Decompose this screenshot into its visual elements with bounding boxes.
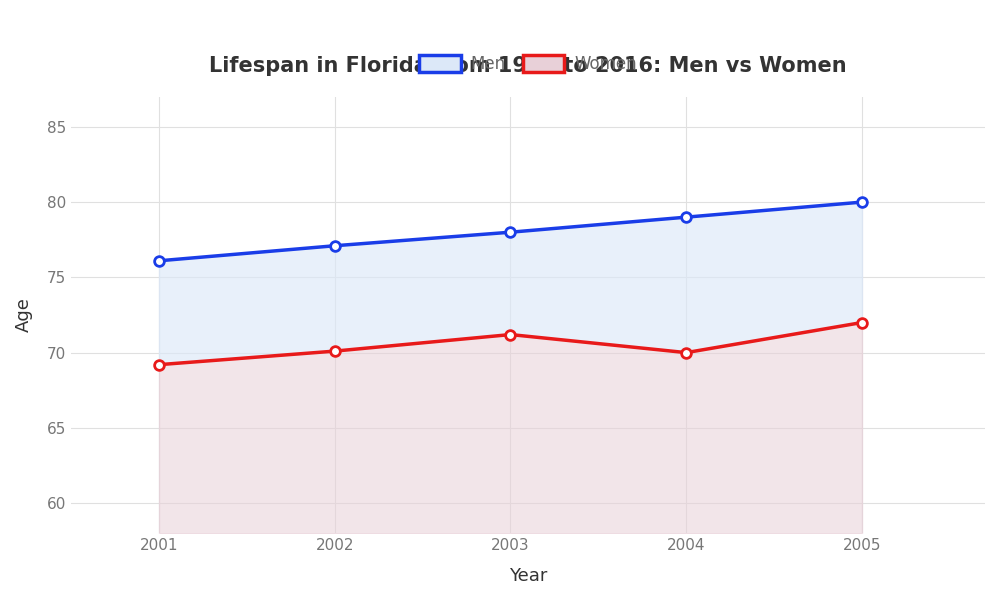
Title: Lifespan in Florida from 1989 to 2016: Men vs Women: Lifespan in Florida from 1989 to 2016: M… [209,56,847,76]
X-axis label: Year: Year [509,567,547,585]
Y-axis label: Age: Age [15,298,33,332]
Legend: Men, Women: Men, Women [413,49,644,80]
